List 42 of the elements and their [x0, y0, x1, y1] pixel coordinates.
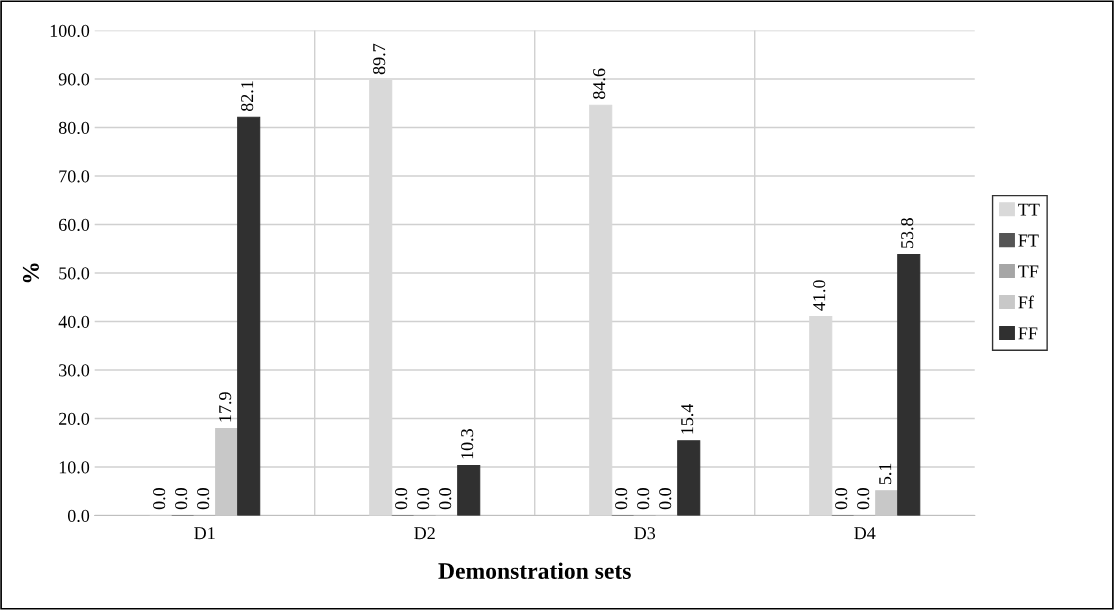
legend-label: FF	[1018, 327, 1038, 340]
y-tick-label: 80.0	[58, 121, 90, 135]
legend-label: TT	[1018, 203, 1040, 216]
y-tick-label: 100.0	[50, 24, 90, 38]
data-label: 0.0	[417, 488, 430, 510]
data-label: 41.0	[813, 280, 826, 311]
x-tick-label: D3	[634, 527, 656, 540]
data-label: 5.1	[879, 463, 892, 485]
legend-label: Ff	[1018, 295, 1034, 309]
data-label: 15.4	[681, 403, 694, 434]
y-tick-label: 0.0	[67, 509, 90, 522]
data-label: 0.0	[395, 488, 408, 510]
y-tick-label: 70.0	[59, 170, 90, 183]
data-label: 0.0	[835, 488, 848, 510]
data-label: 10.3	[461, 429, 474, 459]
data-label: 0.0	[439, 488, 452, 510]
data-label: 0.0	[857, 488, 870, 510]
x-tick-label: D4	[854, 527, 876, 540]
x-tick-label: D2	[414, 527, 435, 540]
data-label: 0.0	[659, 488, 672, 510]
data-label: 0.0	[637, 488, 650, 510]
x-tick-label: D1	[194, 527, 215, 540]
legend-label: FT	[1018, 234, 1039, 247]
y-tick-label: 50.0	[59, 267, 90, 280]
data-label: 17.9	[219, 392, 232, 422]
y-tick-label: 20.0	[59, 412, 90, 425]
y-tick-label: 40.0	[58, 315, 90, 328]
y-tick-label: 90.0	[58, 73, 90, 86]
y-tick-label: 60.0	[59, 218, 90, 231]
data-label: 0.0	[615, 488, 628, 510]
data-label: 0.0	[175, 488, 188, 510]
y-axis-title: %	[22, 263, 39, 283]
data-label: 53.8	[901, 218, 914, 248]
legend-label: TF	[1018, 265, 1039, 278]
data-label: 0.0	[153, 488, 166, 510]
data-label: 0.0	[197, 488, 210, 510]
x-axis-title: Demonstration sets	[438, 562, 631, 579]
y-tick-label: 30.0	[59, 364, 90, 377]
data-label: 89.7	[373, 43, 386, 75]
y-tick-label: 10.0	[59, 461, 90, 474]
data-label: 82.1	[241, 81, 254, 112]
data-label: 84.6	[593, 68, 606, 99]
